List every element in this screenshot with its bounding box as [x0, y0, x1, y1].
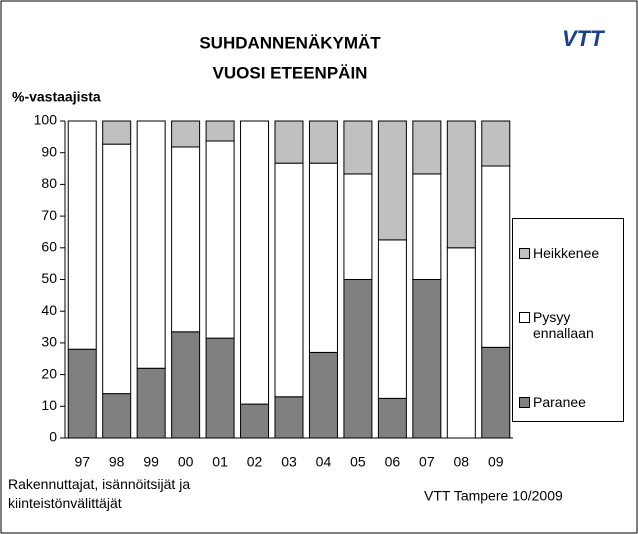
bar-segment — [205, 140, 235, 339]
legend-label: Heikkenee — [533, 245, 600, 261]
bar-segment — [308, 120, 338, 164]
y-tick-label: 30 — [41, 334, 57, 350]
bar-segment — [274, 396, 304, 439]
y-tick-label: 70 — [41, 207, 57, 223]
logo: VTT — [562, 26, 605, 51]
y-tick-label: 10 — [41, 397, 57, 413]
legend-item: Paranee — [519, 394, 619, 410]
x-tick-label: 97 — [74, 454, 90, 470]
title-line: VUOSI ETEENPÄIN — [213, 63, 368, 82]
y-tick-label: 90 — [41, 143, 57, 159]
y-axis-label: %-vastaajista — [12, 89, 101, 105]
note: Rakennuttajat, isännöitsijät ja kiinteis… — [8, 475, 190, 513]
bar-segment — [412, 279, 442, 439]
legend-swatch — [519, 397, 530, 408]
x-tick-label: 00 — [178, 454, 194, 470]
x-tick-label: 04 — [316, 454, 332, 470]
bar-segment — [481, 346, 511, 439]
legend-swatch — [519, 248, 530, 259]
x-tick-label: 06 — [385, 454, 401, 470]
bar-segment — [240, 403, 270, 439]
legend-label: Pysyy ennallaan — [533, 309, 594, 341]
y-tick-label: 100 — [34, 112, 58, 128]
bar-segment — [308, 162, 338, 353]
bar-segment — [205, 120, 235, 142]
note-line: Rakennuttajat, isännöitsijät ja — [8, 476, 191, 492]
note-line: kiinteistönvälittäjät — [8, 495, 122, 511]
bar-segment — [240, 120, 270, 405]
y-tick-label: 20 — [41, 365, 57, 381]
legend-swatch — [519, 312, 530, 323]
bar-segment — [205, 337, 235, 439]
x-tick-label: 05 — [350, 454, 366, 470]
y-tick-label: 50 — [41, 270, 57, 286]
bar-segment — [274, 120, 304, 164]
x-tick-label: 02 — [247, 454, 263, 470]
x-tick-label: 01 — [212, 454, 228, 470]
bar-segment — [412, 120, 442, 175]
x-tick-label: 07 — [419, 454, 435, 470]
bar-segment — [102, 143, 132, 395]
legend: Paranee Pysyy ennallaan Heikkenee — [512, 218, 624, 422]
x-tick-label: 03 — [281, 454, 297, 470]
y-tick-label: 60 — [41, 239, 57, 255]
bar-segment — [274, 162, 304, 398]
bar-segment — [343, 173, 373, 280]
bar-segment — [481, 165, 511, 348]
bar-segment — [308, 351, 338, 439]
x-tick-label: 09 — [488, 454, 504, 470]
bar-segment — [377, 120, 407, 241]
bar-segment — [446, 120, 476, 249]
bar-segment — [171, 120, 201, 148]
bar-segment — [377, 397, 407, 439]
y-tick-label: 0 — [49, 429, 57, 445]
bar-segment — [412, 173, 442, 280]
legend-item: Pysyy ennallaan — [519, 309, 619, 341]
bar-segment — [171, 331, 201, 439]
x-tick-label: 08 — [454, 454, 470, 470]
bar-segment — [67, 120, 97, 350]
bar-segment — [446, 247, 476, 439]
bar-segment — [481, 120, 511, 167]
x-tick-label: 98 — [109, 454, 125, 470]
bar-segment — [343, 279, 373, 439]
legend-item: Heikkenee — [519, 245, 619, 261]
legend-label: Paranee — [533, 394, 586, 410]
bar-segment — [136, 367, 166, 439]
x-tick-label: 99 — [143, 454, 159, 470]
bar-segment — [171, 146, 201, 333]
bar-segment — [102, 120, 132, 145]
y-tick-label: 80 — [41, 175, 57, 191]
bar-segment — [343, 120, 373, 175]
bar-segment — [377, 239, 407, 399]
source: VTT Tampere 10/2009 — [424, 488, 563, 504]
bar-segment — [102, 393, 132, 439]
y-tick-label: 40 — [41, 302, 57, 318]
title-line: SUHDANNENÄKYMÄT — [199, 33, 381, 52]
bar-segment — [136, 120, 166, 369]
bar-segment — [67, 348, 97, 439]
